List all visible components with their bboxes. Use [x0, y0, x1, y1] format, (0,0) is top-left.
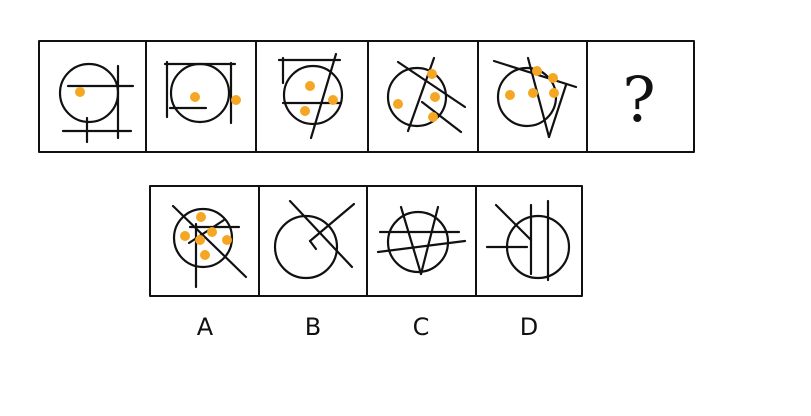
figure-line [309, 52, 338, 140]
sequence-frame [38, 40, 695, 153]
option-d-figure[interactable] [485, 199, 571, 282]
orange-dot [328, 95, 338, 105]
orange-dot [200, 250, 210, 260]
figure-circle [282, 64, 344, 126]
figure-circle [386, 66, 448, 128]
orange-dot [532, 66, 542, 76]
orange-dot [505, 90, 515, 100]
figure-circle [386, 210, 450, 274]
option-labels: A B C D [197, 313, 538, 341]
orange-dot [430, 92, 440, 102]
figure-line [376, 239, 467, 254]
dot-layer [75, 66, 559, 260]
orange-dot [231, 95, 241, 105]
figure-line [288, 199, 354, 269]
question-mark: ? [622, 63, 655, 136]
sequence-figure-2 [163, 60, 237, 125]
figure-line [396, 60, 467, 109]
sequence-row: ? [38, 40, 695, 153]
figure-line [171, 204, 248, 279]
orange-dot [300, 106, 310, 116]
figure-line [399, 205, 423, 276]
figure-line [420, 100, 463, 134]
option-c-label[interactable]: C [413, 313, 430, 341]
figure-circle [169, 62, 231, 124]
option-b-figure[interactable] [273, 199, 356, 280]
orange-dot [393, 99, 403, 109]
option-c-figure[interactable] [376, 205, 467, 276]
option-a-label[interactable]: A [197, 313, 214, 341]
figure-line [547, 83, 568, 139]
orange-dot [305, 81, 315, 91]
figure-line [419, 205, 440, 276]
orange-dot [180, 231, 190, 241]
orange-dot [548, 73, 558, 83]
orange-dot [549, 88, 559, 98]
sequence-figure-1 [58, 62, 135, 144]
figure-circle [58, 62, 120, 124]
sequence-figure-4 [386, 56, 467, 134]
figure-line [308, 202, 356, 243]
question-cell: ? [622, 63, 655, 136]
figure-line [494, 203, 533, 242]
orange-dot [195, 235, 205, 245]
figure-line [308, 239, 318, 251]
orange-dot [222, 235, 232, 245]
orange-dot [190, 92, 200, 102]
figure-line [526, 56, 551, 139]
option-b-label[interactable]: B [305, 313, 321, 341]
options-row [149, 185, 583, 297]
orange-dot [528, 88, 538, 98]
figure-line [187, 218, 226, 245]
orange-dot [207, 227, 217, 237]
orange-dot [75, 87, 85, 97]
figure-circle [273, 214, 339, 280]
orange-dot [428, 112, 438, 122]
orange-dot [196, 212, 206, 222]
option-a-figure[interactable] [171, 204, 248, 289]
orange-dot [427, 69, 437, 79]
figure-circle [172, 207, 234, 269]
option-d-label[interactable]: D [520, 313, 538, 341]
